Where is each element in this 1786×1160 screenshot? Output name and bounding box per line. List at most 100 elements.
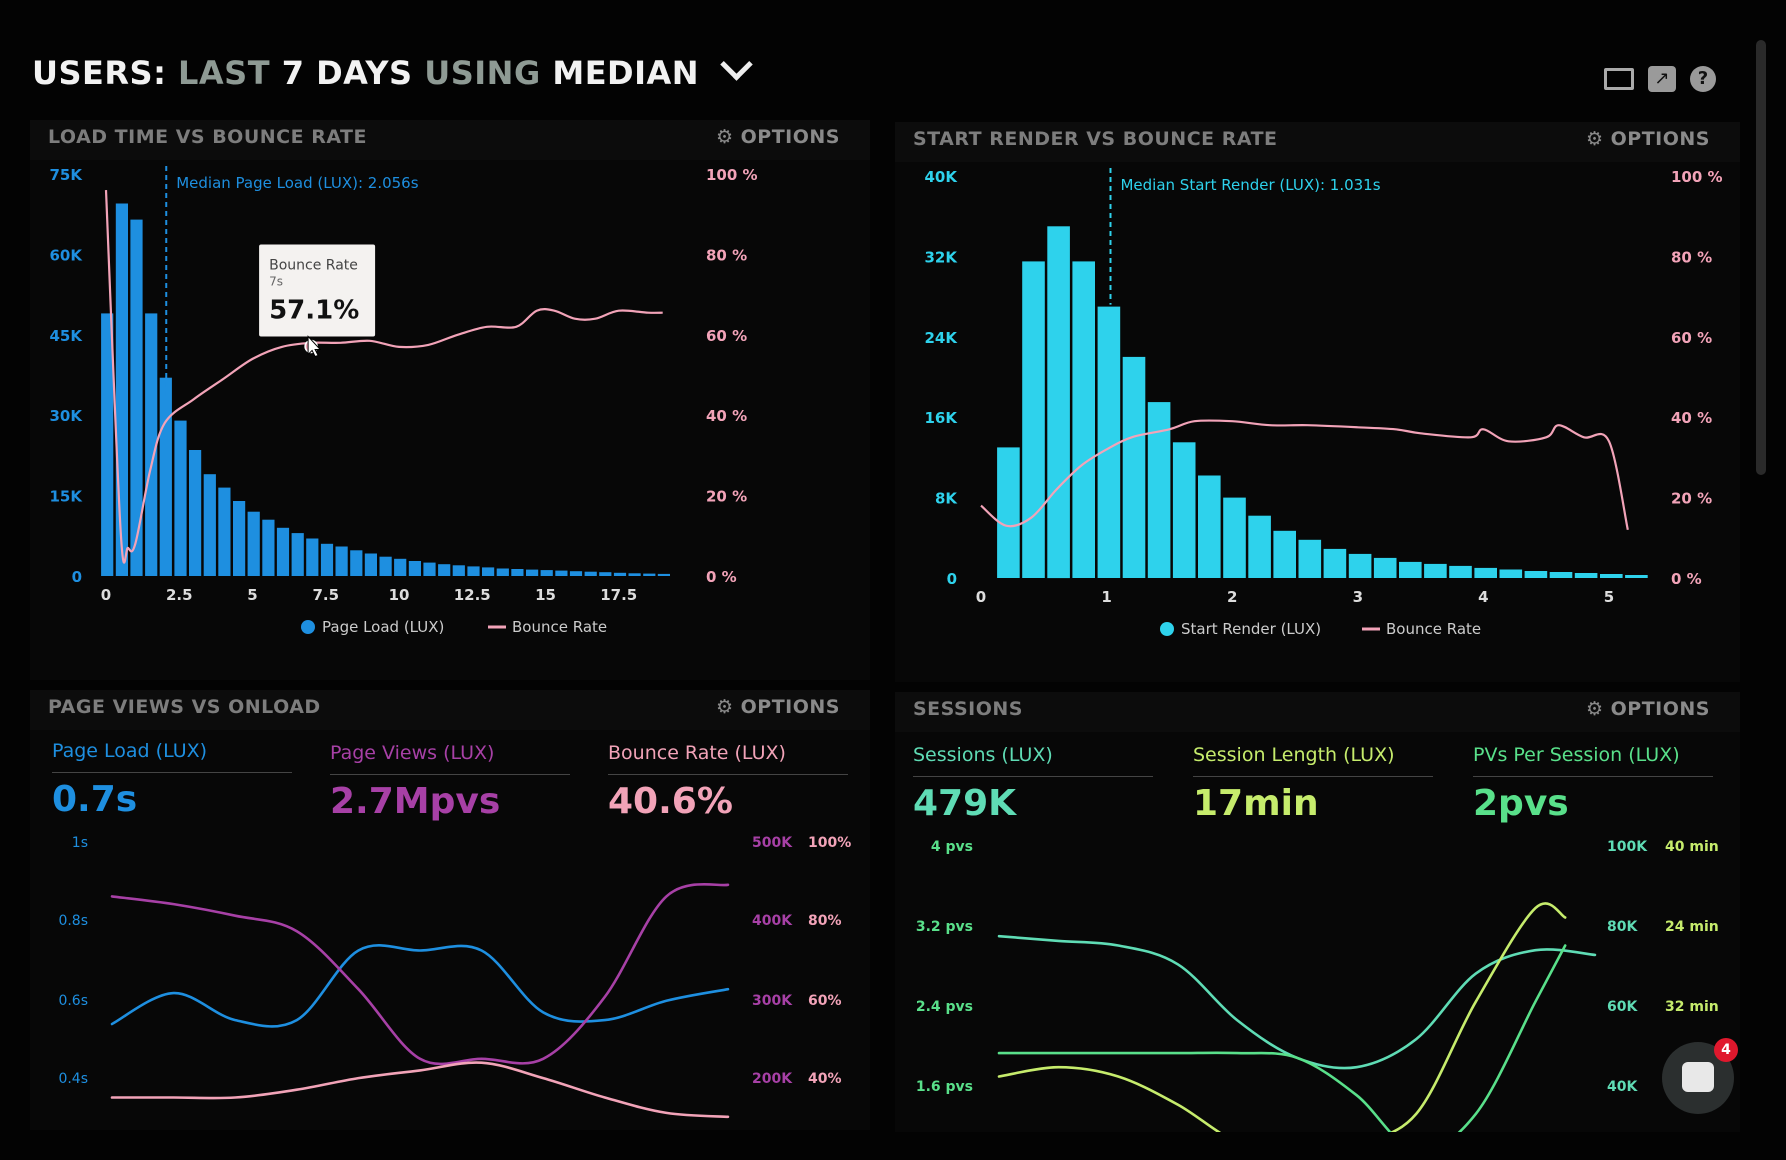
histogram-bar — [320, 543, 334, 576]
tooltip-box — [259, 244, 376, 337]
x-tick-label: 2.5 — [166, 586, 193, 604]
page-title[interactable]: USERS: LAST 7 DAYS USING MEDIAN — [32, 48, 753, 92]
y2-tick-label: 40 % — [706, 407, 747, 425]
share-icon[interactable]: ↗ — [1648, 66, 1676, 92]
series-line — [110, 944, 730, 1028]
y-tick-label: 2.4 pvs — [916, 999, 973, 1015]
histogram-bar — [540, 570, 553, 576]
histogram-bar — [101, 313, 114, 576]
options-label: OPTIONS — [1610, 128, 1710, 150]
y2-tick-label: 60% — [808, 993, 842, 1009]
top-toolbar: ↗ ? — [1604, 66, 1716, 92]
legend-marker — [1160, 622, 1174, 636]
y-tick-label: 32K — [925, 248, 959, 266]
y-tick-label: 30K — [50, 407, 84, 425]
x-tick-label: 4 — [1478, 588, 1488, 606]
histogram-bar — [657, 573, 670, 576]
y-tick-label: 45K — [50, 327, 84, 345]
histogram-bar — [482, 567, 495, 576]
chevron-down-icon[interactable] — [719, 48, 753, 81]
x-tick-label: 3 — [1353, 588, 1363, 606]
histogram-bar — [1449, 565, 1472, 578]
y2-tick-label: 20 % — [706, 488, 747, 506]
metric-label: Page Views (LUX) — [330, 742, 570, 775]
page-views-chart: 0.4s 0.6s 0.8s 1s 200K 300K 400K 500K 40% 60% 80% 1… — [58, 835, 851, 1119]
x-tick-label: 1 — [1101, 588, 1111, 606]
y2-tick-label: 100 % — [706, 166, 758, 184]
options-button[interactable]: ⚙ OPTIONS — [1585, 698, 1710, 720]
x-tick-label: 15 — [535, 586, 556, 604]
y-tick-label: 0 — [72, 568, 82, 586]
y-tick-label: 75K — [50, 166, 84, 184]
legend-label: Start Render (LUX) — [1181, 620, 1321, 638]
y2-tick-label: 80K — [1607, 919, 1638, 935]
tooltip-label: Bounce Rate — [269, 257, 358, 273]
histogram-bar — [1047, 226, 1070, 579]
y2-tick-label: 500K — [752, 835, 793, 851]
y2-tick-label: 200K — [752, 1071, 793, 1087]
histogram-bar — [1625, 575, 1648, 578]
metric-pvs-per-session: PVs Per Session (LUX) 2pvs — [1473, 744, 1713, 824]
metric-label: Bounce Rate (LUX) — [608, 742, 848, 775]
y-tick-label: 0 — [947, 570, 957, 588]
histogram-bar — [467, 566, 480, 576]
y-tick-label: 0.6s — [58, 993, 88, 1009]
histogram-bar — [569, 571, 583, 576]
panel-header — [895, 122, 1740, 162]
histogram-bar — [1072, 261, 1095, 578]
histogram-bar — [159, 377, 172, 576]
y-tick-label: 0.4s — [58, 1071, 88, 1087]
histogram-bar — [1348, 553, 1372, 578]
histogram-bar — [1223, 497, 1246, 578]
x-tick-label: 12.5 — [454, 586, 491, 604]
histogram-bar — [613, 572, 627, 576]
panel-header — [895, 692, 1740, 732]
y2-tick-label: 40 min — [1665, 839, 1719, 855]
median-annotation: Median Page Load (LUX): 2.056s — [176, 174, 418, 192]
metric-value: 2.7Mpvs — [330, 781, 501, 822]
metric-label: Page Load (LUX) — [52, 740, 292, 773]
options-button[interactable]: ⚙ OPTIONS — [715, 126, 840, 148]
legend-marker — [301, 620, 315, 634]
metric-page-views: Page Views (LUX) 2.7Mpvs — [330, 742, 570, 822]
legend-label: Bounce Rate — [512, 618, 607, 636]
title-range: 7 DAYS — [281, 54, 413, 92]
histogram-bar — [189, 450, 202, 576]
sessions-panel: SESSIONS ⚙ OPTIONS Sessions (LUX) 479K S… — [895, 692, 1740, 1132]
y-tick-label: 0.8s — [58, 913, 88, 929]
histogram-bar — [599, 572, 612, 576]
y2-tick-label: 0 % — [1671, 570, 1702, 588]
options-label: OPTIONS — [740, 696, 840, 718]
histogram-bar — [1022, 261, 1045, 578]
y2-tick-label: 100 % — [1671, 168, 1723, 186]
x-tick-label: 7.5 — [312, 586, 339, 604]
metric-value: 17min — [1193, 783, 1319, 824]
metric-session-length: Session Length (LUX) 17min — [1193, 744, 1433, 824]
options-button[interactable]: ⚙ OPTIONS — [1585, 128, 1710, 150]
help-icon[interactable]: ? — [1690, 66, 1716, 92]
y-tick-label: 16K — [925, 409, 959, 427]
y-tick-label: 60K — [50, 246, 84, 264]
histogram-bar — [247, 511, 260, 576]
y2-tick-label: 400K — [752, 913, 793, 929]
options-button[interactable]: ⚙ OPTIONS — [715, 696, 840, 718]
options-label: OPTIONS — [740, 126, 840, 148]
histogram-bar — [306, 538, 319, 576]
options-label: OPTIONS — [1610, 698, 1710, 720]
x-tick-label: 10 — [389, 586, 410, 604]
x-tick-label: 17.5 — [600, 586, 637, 604]
y2-tick-label: 40K — [1607, 1079, 1638, 1095]
y-tick-label: 4 pvs — [931, 839, 973, 855]
metric-label: Sessions (LUX) — [913, 744, 1153, 777]
legend-label: Page Load (LUX) — [322, 618, 444, 636]
title-last: LAST — [178, 54, 271, 92]
y2-tick-label: 100K — [1607, 839, 1648, 855]
y2-tick-label: 60 % — [1671, 329, 1712, 347]
y2-tick-label: 100% — [808, 835, 851, 851]
histogram-bar — [291, 533, 304, 576]
y2-tick-label: 32 min — [1665, 999, 1719, 1015]
monitor-icon[interactable] — [1604, 68, 1634, 90]
scrollbar[interactable] — [1756, 40, 1766, 475]
histogram-bar — [555, 570, 568, 576]
y2-tick-label: 24 min — [1665, 919, 1719, 935]
